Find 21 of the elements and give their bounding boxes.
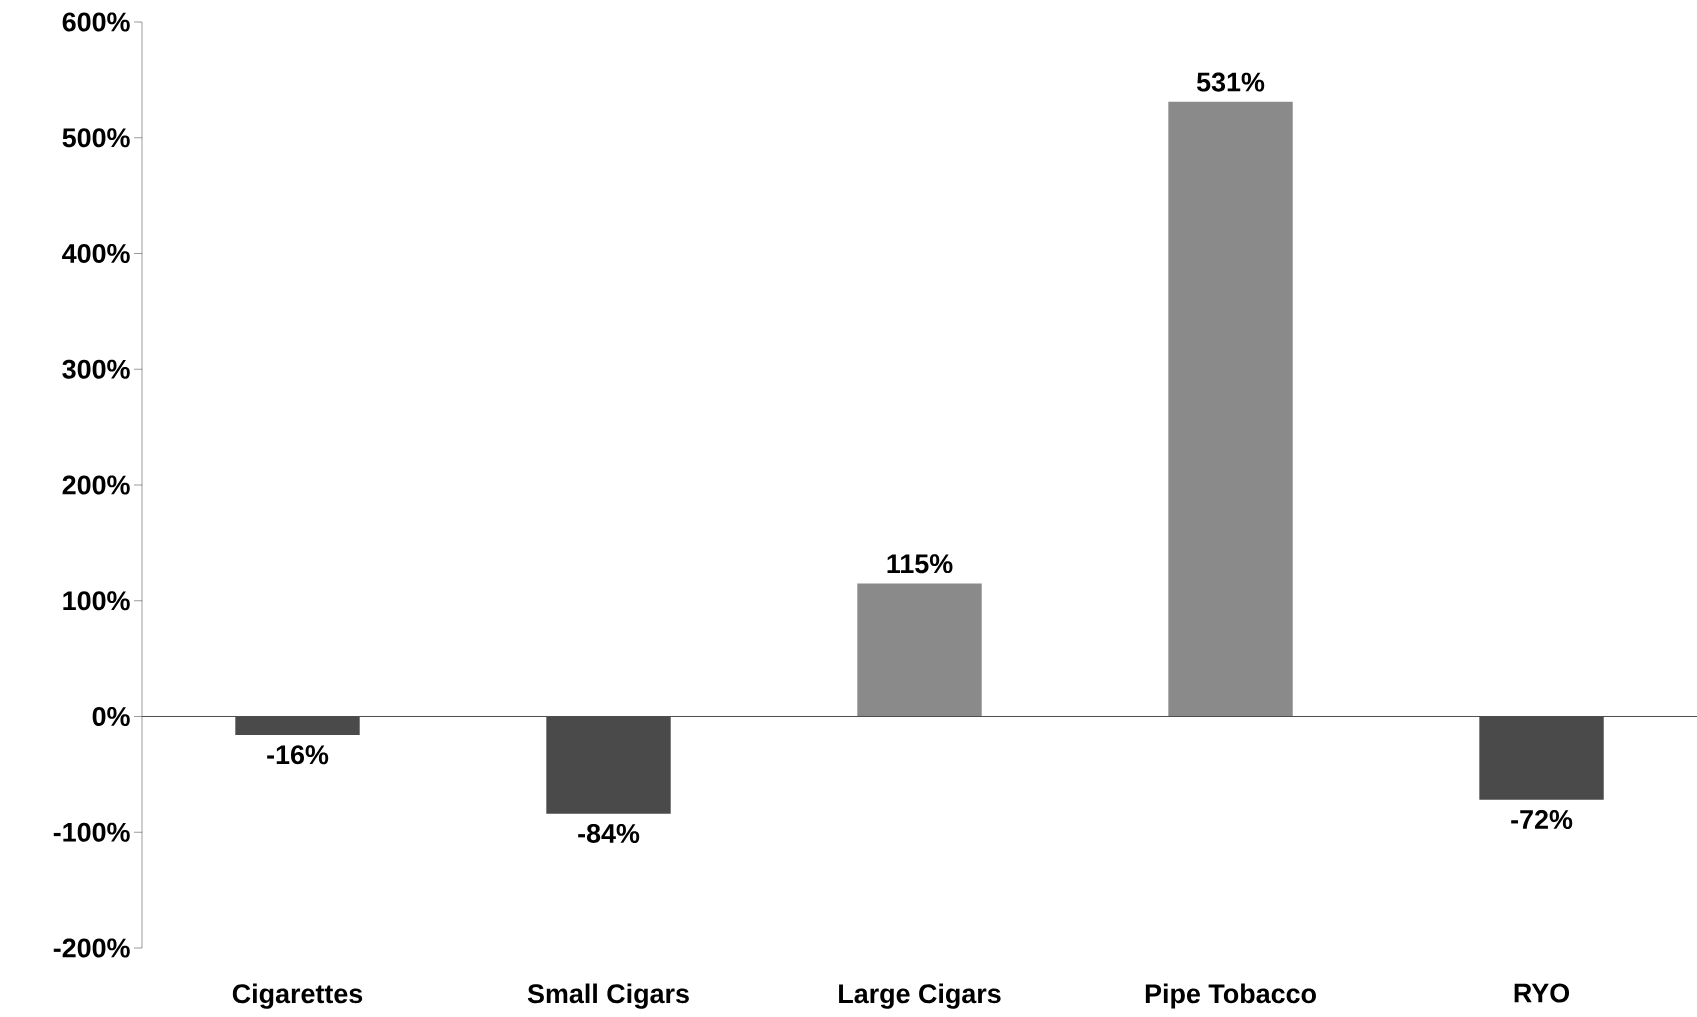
data-label: 531% bbox=[1196, 72, 1265, 92]
bar bbox=[1168, 101, 1293, 717]
y-tick-label: 500% bbox=[62, 128, 130, 148]
y-tick-label: 400% bbox=[62, 243, 130, 264]
data-label: -84% bbox=[578, 823, 640, 843]
bar bbox=[857, 583, 982, 717]
y-tick-label: 300% bbox=[62, 359, 130, 379]
y-tick-label: 600% bbox=[62, 12, 130, 32]
y-tick-label: -200% bbox=[53, 938, 130, 958]
x-tick-label: Small Cigars bbox=[527, 983, 689, 1009]
x-tick-label: Pipe Tobacco bbox=[1145, 983, 1316, 1009]
data-label: 115% bbox=[887, 554, 953, 574]
y-tick-label: 200% bbox=[62, 475, 130, 495]
data-label: -72% bbox=[1511, 810, 1573, 830]
y-tick-label: 100% bbox=[63, 591, 130, 611]
x-tick-label: RYO bbox=[1514, 983, 1570, 1003]
x-tick-label: Large Cigars bbox=[839, 983, 1001, 1009]
y-tick-label: 0% bbox=[92, 706, 130, 727]
data-label: -16% bbox=[267, 745, 329, 765]
x-tick-label: Cigarettes bbox=[232, 983, 363, 1009]
y-tick-label: -100% bbox=[53, 822, 130, 842]
